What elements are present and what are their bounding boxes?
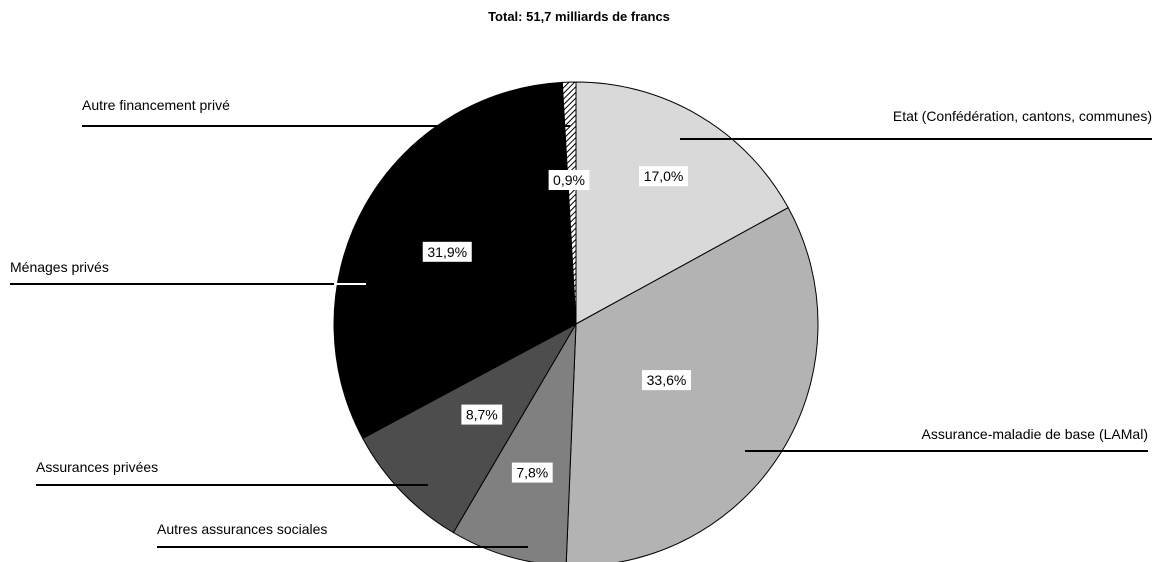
- pie-slice-autres-assurances-sociales: [452, 323, 577, 562]
- percentage-label-menages-prives: 31,9%: [422, 241, 472, 262]
- category-label-menages-prives: Ménages privés: [10, 259, 109, 275]
- pie-slice-assurances-privees: [362, 322, 578, 534]
- percentage-label-text: 7,8%: [516, 465, 548, 481]
- percentage-label-autre-financement-prive: 0,9%: [548, 170, 590, 190]
- pie-slice-autre-financement-prive: [561, 81, 577, 325]
- leader-lines: [10, 125, 1152, 548]
- percentage-label-text: 33,6%: [647, 372, 687, 388]
- percentage-label-box: [422, 241, 472, 262]
- percentage-label-box: [639, 166, 689, 187]
- percentage-label-box: [641, 370, 691, 391]
- percentage-label-text: 0,9%: [553, 172, 585, 188]
- percentage-label-etat-confederation-cantons-communes: 17,0%: [639, 166, 689, 187]
- category-label-etat-confederation-cantons-communes: Etat (Confédération, cantons, communes): [893, 108, 1152, 124]
- percentage-label-assurance-maladie-de-base-lamal: 33,6%: [641, 370, 691, 391]
- percentage-label-autres-assurances-sociales: 7,8%: [511, 462, 553, 483]
- category-label-assurance-maladie-de-base-lamal: Assurance-maladie de base (LAMal): [922, 426, 1148, 442]
- category-label-autre-financement-prive: Autre financement privé: [82, 97, 230, 113]
- percentage-label-box: [548, 170, 590, 190]
- chart-title: Total: 51,7 milliards de francs: [488, 9, 670, 24]
- percentage-labels: 17,0% 33,6% 7,8% 8,7% 31,9% 0,9%: [422, 166, 691, 483]
- percentage-label-text: 31,9%: [427, 244, 467, 260]
- percentage-label-assurances-privees: 8,7%: [461, 404, 503, 425]
- percentage-label-text: 17,0%: [644, 168, 684, 184]
- category-label-assurances-privees: Assurances privées: [36, 459, 158, 475]
- percentage-label-box: [511, 462, 553, 483]
- pie-slices: [333, 81, 819, 562]
- percentage-label-text: 8,7%: [466, 407, 498, 423]
- pie-slice-etat-confederation-cantons-communes: [575, 81, 789, 325]
- percentage-label-box: [461, 404, 503, 425]
- category-labels: Etat (Confédération, cantons, communes) A…: [10, 97, 1152, 537]
- category-label-autres-assurances-sociales: Autres assurances sociales: [157, 521, 327, 537]
